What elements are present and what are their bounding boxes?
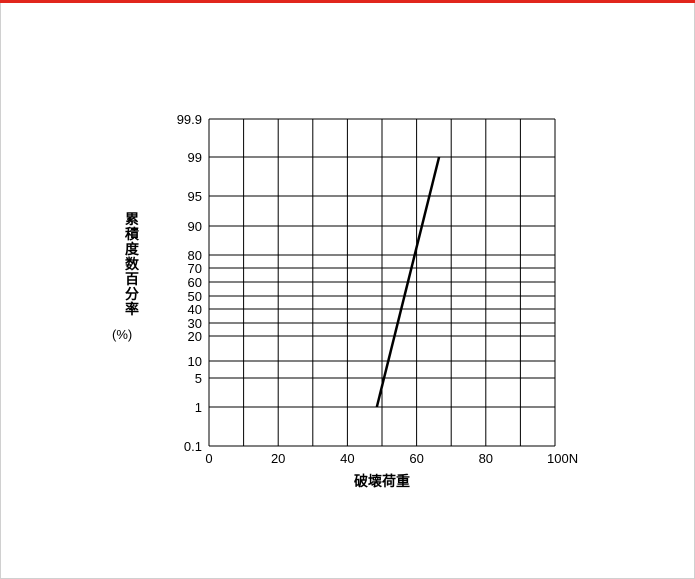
y-axis-title-char: 累 (125, 211, 139, 227)
y-axis-title-char: 率 (125, 301, 139, 317)
x-tick-label: 0 (205, 451, 212, 466)
y-axis-unit: (%) (112, 327, 133, 342)
y-tick-label: 1 (195, 400, 202, 415)
accent-top-bar (0, 0, 695, 3)
y-tick-label: 99 (188, 150, 202, 165)
y-tick-label: 70 (188, 261, 202, 276)
y-axis-title-char: 百 (125, 271, 139, 287)
y-tick-label: 30 (188, 316, 202, 331)
y-axis-title-char: 数 (125, 256, 139, 272)
x-tick-label: 100N (547, 451, 578, 466)
series-line (375, 156, 441, 408)
y-tick-label: 10 (188, 354, 202, 369)
x-tick-label: 60 (409, 451, 423, 466)
y-axis-title-char: 積 (125, 226, 139, 242)
y-tick-label: 5 (195, 371, 202, 386)
x-tick-label: 20 (271, 451, 285, 466)
series-lines (375, 156, 441, 408)
y-axis-title-char: 度 (125, 241, 139, 257)
x-axis-title: 破壊荷重 (354, 473, 410, 489)
x-tick-label: 40 (340, 451, 354, 466)
y-tick-label: 0.1 (184, 439, 202, 454)
y-tick-label: 60 (188, 275, 202, 290)
y-tick-label: 40 (188, 302, 202, 317)
y-tick-label: 50 (188, 289, 202, 304)
y-tick-label: 90 (188, 219, 202, 234)
x-tick-labels: 0 20 40 60 80 100N (205, 451, 578, 466)
y-tick-label: 20 (188, 329, 202, 344)
horizontal-gridlines (209, 118, 555, 447)
y-axis-title: 累積度数百分率 (122, 212, 142, 317)
y-axis-title-char: 分 (125, 286, 139, 302)
y-tick-label: 99.9 (177, 112, 202, 127)
y-tick-label: 95 (188, 189, 202, 204)
x-tick-label: 80 (479, 451, 493, 466)
y-tick-label: 80 (188, 248, 202, 263)
